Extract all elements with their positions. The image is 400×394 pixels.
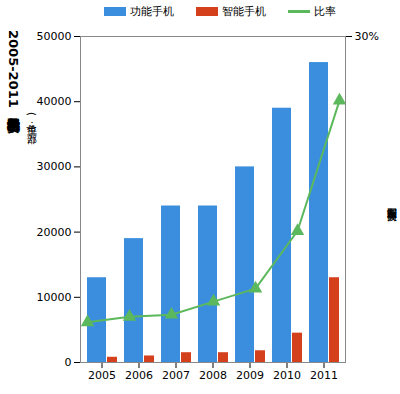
svg-text:10000: 10000	[37, 291, 72, 304]
svg-text:2010: 2010	[273, 369, 301, 382]
html-text:新京报制图 商俊夫: 新京报制图 商俊夫	[386, 200, 397, 204]
svg-text:2009: 2009	[236, 369, 264, 382]
svg-text:40000: 40000	[37, 95, 72, 108]
svg-text:30000: 30000	[37, 160, 72, 173]
svg-text:30%: 30%	[355, 30, 379, 43]
html-text:比率: 比率	[314, 4, 336, 18]
svg-text:2006: 2006	[125, 369, 153, 382]
svg-text:2011: 2011	[310, 369, 338, 382]
svg-text:50000: 50000	[37, 30, 72, 43]
svg-text:20000: 20000	[37, 226, 72, 239]
html-text:功能手机: 功能手机	[130, 4, 174, 18]
html-text:(单位：万部): (单位：万部)	[26, 112, 37, 130]
svg-text:2008: 2008	[199, 369, 227, 382]
svg-text:0: 0	[65, 356, 72, 369]
html-text:智能手机: 智能手机	[222, 4, 266, 18]
svg-text:2005: 2005	[88, 369, 116, 382]
html-text:2005-2011年国内手机出货量: 2005-2011年国内手机出货量	[6, 30, 21, 108]
svg-text:2007: 2007	[162, 369, 190, 382]
